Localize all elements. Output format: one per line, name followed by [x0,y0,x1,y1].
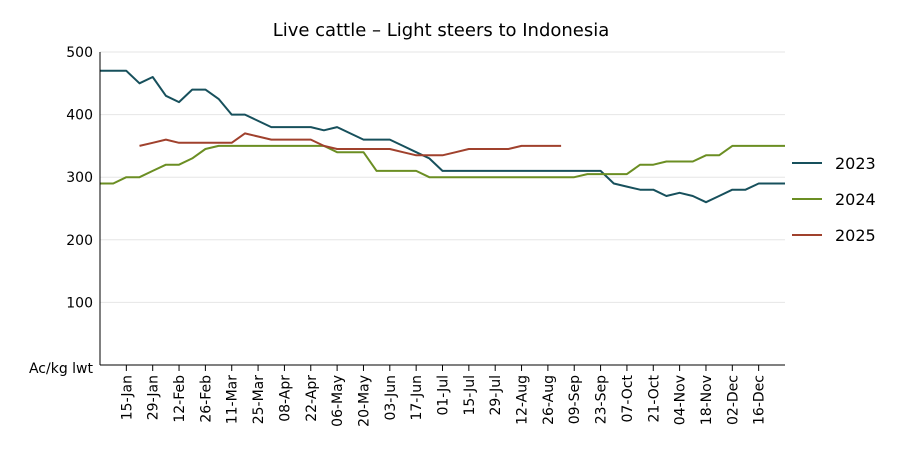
y-tick-label-100: 100 [66,295,93,311]
y-tick-label-300: 300 [66,170,93,186]
legend-label-2024: 2024 [835,190,876,209]
x-tick-label-17-Jun: 17-Jun [409,375,425,421]
x-tick-label-02-Dec: 02-Dec [725,375,741,425]
chart-title: Live cattle – Light steers to Indonesia [273,20,610,41]
x-tick-label-29-Jan: 29-Jan [146,375,162,420]
y-tick-label-500: 500 [66,45,93,61]
x-tick-label-26-Feb: 26-Feb [198,375,214,423]
legend-label-2025: 2025 [835,226,876,245]
x-tick-label-12-Feb: 12-Feb [172,375,188,423]
x-tick-label-04-Nov: 04-Nov [673,375,689,425]
x-tick-label-25-Mar: 25-Mar [251,375,267,425]
x-tick-label-07-Oct: 07-Oct [620,374,636,422]
y-tick-label-400: 400 [66,108,93,124]
x-tick-label-08-Apr: 08-Apr [277,375,293,422]
series-line-2023 [100,69,785,204]
x-tick-label-23-Sep: 23-Sep [594,375,610,424]
x-tick-label-26-Aug: 26-Aug [541,375,557,425]
legend: 2023 2024 2025 [792,154,876,245]
axes [99,52,785,366]
x-tick-label-18-Nov: 18-Nov [699,375,715,425]
series-line-2024 [100,144,785,185]
x-tick-label-01-Jul: 01-Jul [436,375,452,416]
x-tick-label-20-May: 20-May [356,375,372,427]
x-tick-label-06-May: 06-May [330,375,346,427]
y-axis-label: Ac/kg lwt [29,361,94,377]
series-line-2025 [139,132,562,157]
x-tick-label-12-Aug: 12-Aug [515,375,531,425]
y-tick-label-200: 200 [66,233,93,249]
x-tick-label-15-Jul: 15-Jul [462,375,478,416]
x-tick-label-29-Jul: 29-Jul [488,375,504,416]
x-tick-label-16-Dec: 16-Dec [752,375,768,425]
x-tick-label-15-Jan: 15-Jan [119,375,135,420]
x-axis-tick-labels: 15-Jan 29-Jan 12-Feb 26-Feb 11-Mar 25-Mar 08-A… [119,365,768,427]
legend-label-2023: 2023 [835,154,876,173]
series-lines [100,69,785,204]
x-tick-label-22-Apr: 22-Apr [304,375,320,422]
x-tick-label-11-Mar: 11-Mar [225,375,241,425]
x-tick-label-09-Sep: 09-Sep [567,375,583,424]
x-tick-label-03-Jun: 03-Jun [383,375,399,421]
x-tick-label-21-Oct: 21-Oct [646,374,662,422]
y-axis-tick-labels: 100 200 300 400 500 [66,45,93,311]
